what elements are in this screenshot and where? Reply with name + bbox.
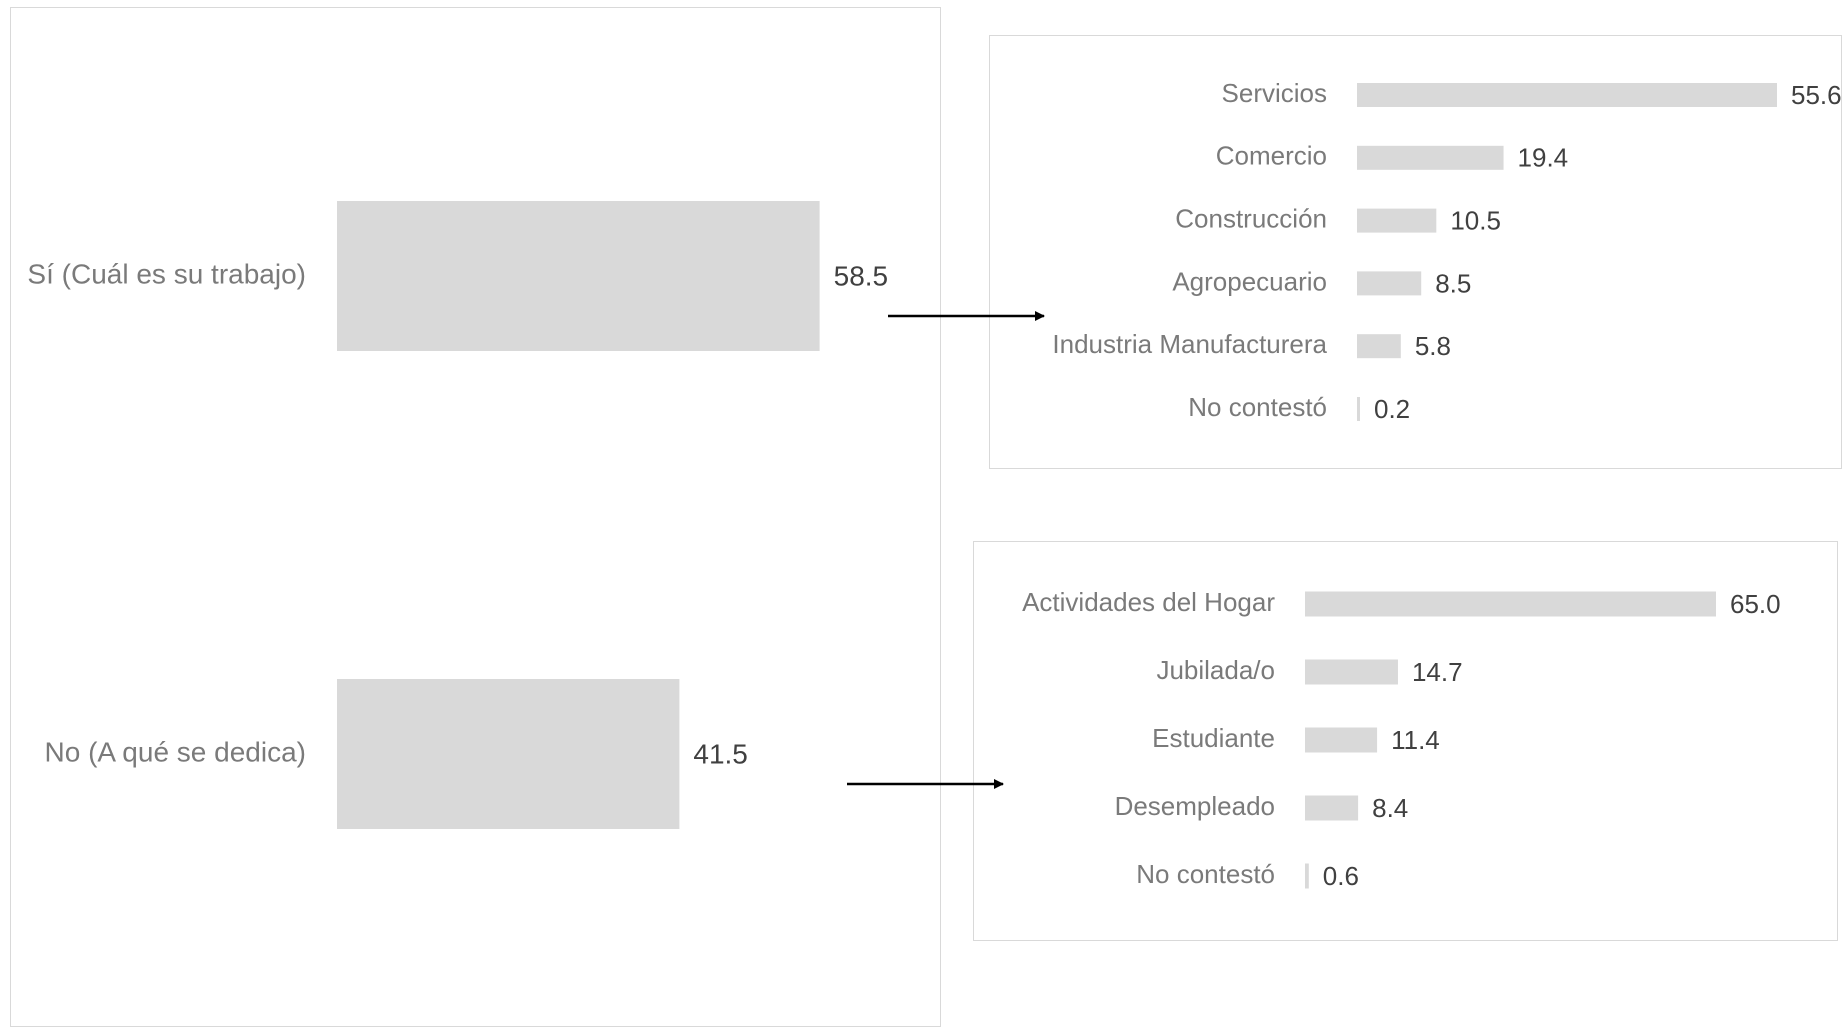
arrows	[847, 311, 1045, 789]
data-label: 10.5	[1450, 205, 1501, 235]
data-label: 0.2	[1374, 394, 1410, 424]
main-chart: Sí (Cuál es su trabajo) 58.5 No (A qué se …	[27, 201, 888, 829]
data-label: 19.4	[1518, 143, 1569, 173]
bar	[1305, 795, 1359, 821]
bar	[1357, 271, 1422, 296]
bar	[1357, 208, 1437, 233]
bar	[1305, 591, 1716, 617]
data-label: 55.6	[1791, 80, 1842, 110]
data-label: 58.5	[834, 260, 889, 291]
bar	[1357, 397, 1360, 421]
trabajo-chart-panel	[989, 35, 1842, 469]
category-label: Servicios	[1222, 78, 1327, 108]
category-label: Sí (Cuál es su trabajo)	[27, 258, 306, 289]
category-label: Construcción	[1175, 203, 1327, 233]
category-label: No (A qué se dedica)	[45, 736, 307, 767]
dedica-chart: Actividades del Hogar 65.0 Jubilada/o 14.7 E…	[1022, 587, 1781, 891]
category-label: No contestó	[1136, 859, 1275, 889]
bar	[1305, 863, 1309, 889]
bar	[1357, 145, 1504, 170]
data-label: 41.5	[693, 738, 748, 769]
data-label: 14.7	[1412, 657, 1463, 687]
bar	[337, 679, 680, 829]
trabajo-chart: Servicios 55.6 Comercio 19.4 Construcción 10.…	[1052, 78, 1841, 424]
category-label: No contestó	[1188, 392, 1327, 422]
bar	[1357, 334, 1401, 359]
bar	[1357, 83, 1777, 107]
category-label: Agropecuario	[1172, 266, 1327, 296]
category-label: Desempleado	[1115, 791, 1275, 821]
data-label: 65.0	[1730, 589, 1781, 619]
bar	[1305, 659, 1398, 685]
category-label: Industria Manufacturera	[1052, 329, 1327, 359]
main-chart-panel	[10, 7, 941, 1027]
category-label: Estudiante	[1152, 723, 1275, 753]
bar	[1305, 727, 1378, 753]
category-label: Comercio	[1216, 141, 1327, 171]
data-label: 11.4	[1391, 725, 1440, 755]
data-label: 8.5	[1435, 268, 1471, 298]
category-label: Jubilada/o	[1156, 655, 1275, 685]
data-label: 8.4	[1372, 793, 1408, 823]
data-label: 5.8	[1415, 331, 1451, 361]
data-label: 0.6	[1323, 861, 1359, 891]
category-label: Actividades del Hogar	[1022, 587, 1275, 617]
bar	[337, 201, 820, 351]
